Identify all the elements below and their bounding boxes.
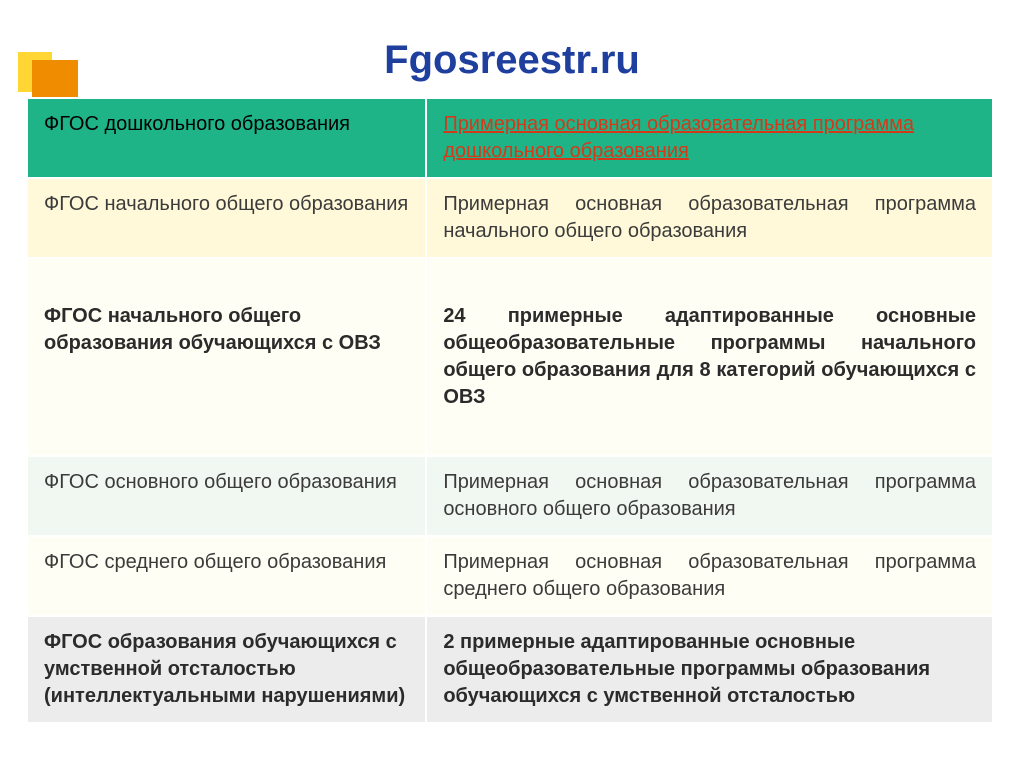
cell-left: ФГОС образования обучающихся с умственно… xyxy=(27,616,426,723)
cell-left: ФГОС начального общего образования обуча… xyxy=(27,258,426,456)
cell-right: Примерная основная образовательная прогр… xyxy=(426,98,993,178)
fgos-table: ФГОС дошкольного образования Примерная о… xyxy=(26,97,994,724)
table-row: ФГОС дошкольного образования Примерная о… xyxy=(27,98,993,178)
cell-left: ФГОС основного общего образования xyxy=(27,456,426,536)
table-row: ФГОС образования обучающихся с умственно… xyxy=(27,616,993,723)
cell-left: ФГОС дошкольного образования xyxy=(27,98,426,178)
cell-right: Примерная основная образовательная прогр… xyxy=(426,178,993,258)
table-row: ФГОС основного общего образования Пример… xyxy=(27,456,993,536)
program-link[interactable]: Примерная основная образовательная прогр… xyxy=(443,113,914,162)
cell-right: Примерная основная образовательная прогр… xyxy=(426,456,993,536)
cell-right: 2 примерные адаптированные основные обще… xyxy=(426,616,993,723)
table-row: ФГОС среднего общего образования Примерн… xyxy=(27,536,993,616)
cell-left: ФГОС среднего общего образования xyxy=(27,536,426,616)
cell-right: Примерная основная образовательная прогр… xyxy=(426,536,993,616)
cell-left: ФГОС начального общего образования xyxy=(27,178,426,258)
table-row: ФГОС начального общего образования обуча… xyxy=(27,258,993,456)
table-row: ФГОС начального общего образования Приме… xyxy=(27,178,993,258)
page-title: Fgosreestr.ru xyxy=(0,0,1024,97)
cell-right: 24 примерные адаптированные основные общ… xyxy=(426,258,993,456)
